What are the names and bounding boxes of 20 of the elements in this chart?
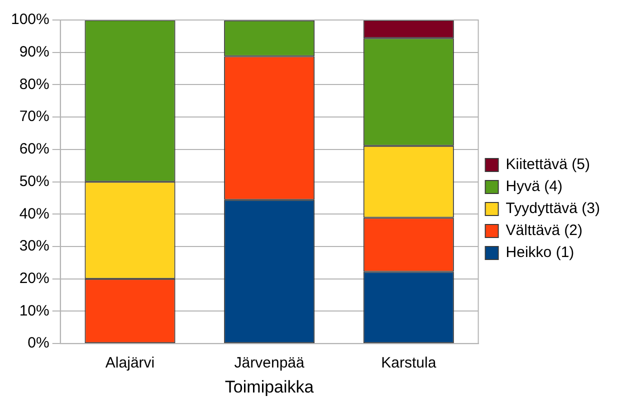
y-tick-label: 0%: [28, 334, 50, 352]
y-tick-label: 30%: [19, 238, 50, 255]
legend-label: Tyydyttävä (3): [506, 200, 600, 218]
x-tick-label: Karstula: [381, 354, 437, 372]
legend-label: Heikko (1): [506, 244, 574, 262]
x-axis-title: Toimipaikka: [224, 377, 314, 396]
y-tick-label: 20%: [19, 270, 50, 288]
y-tick-label: 70%: [19, 108, 50, 126]
y-tick-label: 50%: [19, 172, 50, 190]
y-tick-label: 90%: [19, 44, 50, 60]
y-tick-label: 40%: [19, 205, 50, 222]
legend-label: Kiitettävä (5): [506, 156, 590, 174]
x-tick-label: Alajärvi: [105, 354, 155, 372]
legend-label: Välttävä (2): [506, 222, 583, 240]
y-tick-label: 10%: [19, 302, 50, 320]
x-tick-label: Järvenpää: [234, 354, 306, 372]
legend-label: Hyvä (4): [506, 178, 562, 196]
y-tick-label: 80%: [19, 76, 50, 93]
y-tick-label: 100%: [10, 11, 50, 28]
y-tick-label: 60%: [19, 140, 50, 158]
